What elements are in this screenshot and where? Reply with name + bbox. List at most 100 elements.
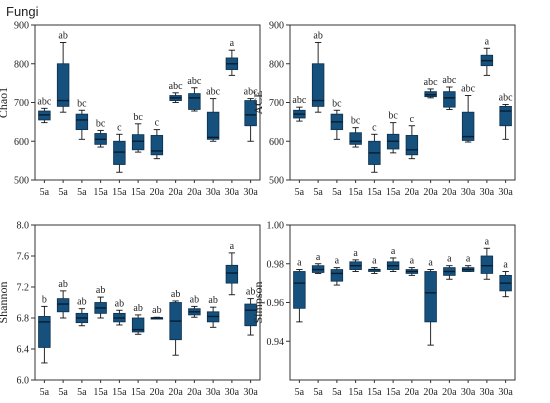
simpson-panel: 0.94 0.96 0.98 1.00 Simpson a 5a a 5a a 5a a 15a a 15a…: [251, 221, 516, 398]
simpson-box-2: a: [311, 252, 325, 274]
simpson-x-tick-label: 30a: [498, 387, 513, 398]
chao1-x-tick-label: 30a: [225, 187, 240, 198]
shannon-x-tick-label: 30a: [206, 387, 221, 398]
chao1-x-tick-label: 30a: [206, 187, 221, 198]
significance-label: b: [42, 294, 47, 305]
significance-label: abc: [187, 76, 201, 87]
simpson-box-11: a: [480, 236, 494, 280]
shannon-box-7: ab: [150, 305, 164, 320]
shannon-y-tick-label: 6.0: [17, 376, 30, 387]
chao1-y-axis-label: Chao1: [0, 87, 10, 118]
shannon-x-tick-label: 30a: [225, 387, 240, 398]
ace-x-tick-label: 15a: [386, 187, 401, 198]
shannon-box-9: ab: [188, 294, 201, 318]
significance-label: a: [485, 236, 490, 247]
shannon-box-1: b: [38, 294, 51, 364]
iqr-box: [461, 111, 475, 141]
shannon-x-tick-label: 15a: [93, 387, 108, 398]
significance-label: bc: [351, 116, 361, 127]
iqr-box: [113, 140, 126, 165]
significance-label: ab: [313, 30, 322, 41]
significance-label: a: [297, 258, 302, 269]
chao1-box-5: c: [113, 122, 126, 173]
shannon-y-tick-label: 7.2: [17, 283, 30, 294]
chao1-y-tick-label: 500: [14, 176, 29, 187]
simpson-box-1: a: [293, 258, 306, 323]
chao1-box-10: abc: [206, 87, 221, 142]
significance-label: bc: [77, 98, 87, 109]
simpson-y-tick-label: 0.96: [267, 298, 285, 309]
iqr-box: [188, 93, 201, 110]
iqr-box: [349, 132, 362, 145]
iqr-box: [75, 113, 89, 131]
significance-label: ab: [96, 285, 105, 296]
significance-label: abc: [37, 96, 51, 107]
significance-label: c: [117, 122, 122, 133]
ace-x-tick-label: 15a: [367, 187, 382, 198]
simpson-x-tick-label: 15a: [386, 387, 401, 398]
simpson-plot-frame: [289, 224, 516, 381]
shannon-y-tick-label: 8.0: [17, 221, 30, 232]
significance-label: a: [391, 246, 396, 257]
iqr-box: [311, 63, 325, 107]
shannon-x-tick-label: 5a: [77, 387, 87, 398]
ace-x-tick-label: 20a: [442, 187, 457, 198]
shannon-panel: 6.0 6.4 6.8 7.2 7.6 8.0 Shannon b 5a ab 5a ab 5a ab 15…: [0, 221, 261, 398]
significance-label: ab: [133, 303, 142, 314]
significance-label: ab: [58, 30, 67, 41]
ace-box-5: c: [368, 122, 381, 173]
ace-y-tick-label: 600: [269, 137, 284, 148]
simpson-box-7: a: [405, 256, 419, 276]
simpson-x-tick-label: 15a: [367, 387, 382, 398]
simpson-y-tick-label: 1.00: [267, 221, 285, 232]
significance-label: a: [466, 254, 471, 265]
ace-x-tick-label: 30a: [498, 187, 513, 198]
simpson-box-8: a: [424, 258, 437, 346]
chao1-box-12: abc: [244, 87, 258, 142]
significance-label: c: [155, 118, 160, 129]
shannon-plot-frame: [34, 224, 261, 381]
chao1-x-tick-label: 20a: [150, 187, 165, 198]
significance-label: a: [335, 256, 340, 267]
ace-box-1: abc: [292, 95, 307, 122]
simpson-x-tick-label: 20a: [405, 387, 420, 398]
simpson-x-tick-label: 5a: [313, 387, 323, 398]
chao1-x-tick-label: 30a: [243, 187, 258, 198]
iqr-box: [424, 271, 437, 323]
iqr-box: [244, 100, 257, 127]
shannon-box-12: ab: [244, 287, 257, 336]
simpson-x-tick-label: 5a: [332, 387, 342, 398]
significance-label: ab: [152, 305, 161, 316]
ace-box-9: abc: [442, 75, 457, 110]
shannon-box-5: ab: [113, 298, 126, 326]
chao1-box-9: abc: [187, 76, 202, 112]
ace-x-tick-label: 5a: [295, 187, 305, 198]
shannon-x-tick-label: 5a: [58, 387, 68, 398]
significance-label: a: [428, 258, 433, 269]
ace-x-tick-label: 20a: [423, 187, 438, 198]
chao1-x-tick-label: 5a: [58, 187, 68, 198]
significance-label: abc: [206, 87, 220, 98]
shannon-x-tick-label: 15a: [112, 387, 127, 398]
iqr-box: [480, 255, 494, 274]
ace-box-7: c: [405, 114, 419, 160]
shannon-box-10: ab: [206, 295, 220, 328]
significance-label: ab: [115, 298, 124, 309]
shannon-x-tick-label: 20a: [150, 387, 165, 398]
simpson-box-6: a: [386, 246, 400, 272]
ace-box-6: bc: [386, 111, 400, 154]
chao1-x-tick-label: 15a: [93, 187, 108, 198]
significance-label: abc: [292, 95, 306, 106]
significance-label: a: [316, 252, 321, 263]
shannon-box-4: ab: [94, 285, 107, 319]
significance-label: bc: [388, 111, 398, 122]
shannon-box-3: ab: [75, 297, 89, 327]
chao1-box-2: ab: [56, 30, 70, 113]
significance-label: a: [485, 36, 490, 47]
ace-x-tick-label: 20a: [405, 187, 420, 198]
chao1-y-tick-label: 800: [14, 59, 29, 70]
chao1-x-tick-label: 20a: [168, 187, 183, 198]
simpson-box-10: a: [461, 254, 475, 272]
iqr-box: [131, 317, 145, 333]
